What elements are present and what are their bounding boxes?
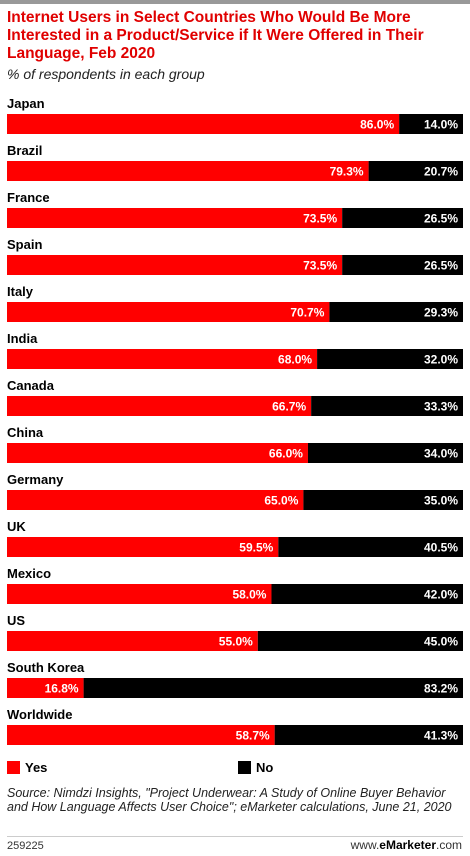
brand-prefix: www. (350, 838, 380, 852)
bar-yes-italy (7, 302, 330, 322)
stacked-bar-chart: Japan 86.0% 14.0% Brazil 79.3% 20.7% France 73.… (7, 96, 463, 745)
chart-id: 259225 (7, 840, 44, 852)
bar-yes-india (7, 349, 318, 369)
bar-yes-us (7, 631, 258, 651)
category-label: Brazil (7, 143, 42, 158)
data-label-no: 14.0% (424, 118, 458, 132)
brand-link[interactable]: www.eMarketer.com (351, 838, 462, 852)
legend-no-swatch (238, 761, 251, 774)
data-label-no: 26.5% (424, 259, 458, 273)
brand-suffix: .com (435, 838, 462, 852)
bar-no-germany (303, 490, 463, 510)
data-label-no: 20.7% (424, 165, 458, 179)
data-label-yes: 79.3% (330, 165, 364, 179)
bar-yes-canada (7, 396, 312, 416)
data-label-yes: 59.5% (239, 541, 273, 555)
category-label: France (7, 190, 50, 205)
data-label-no: 26.5% (424, 212, 458, 226)
bar-no-mexico (271, 584, 463, 604)
data-label-yes: 16.8% (45, 682, 79, 696)
brand-name: eMarketer (379, 838, 436, 852)
category-label: Worldwide (7, 707, 72, 722)
bar-no-italy (329, 302, 463, 322)
bar-yes-uk (7, 537, 279, 557)
data-label-no: 29.3% (424, 306, 458, 320)
data-label-no: 40.5% (424, 541, 458, 555)
data-label-no: 83.2% (424, 682, 458, 696)
data-label-yes: 73.5% (303, 259, 337, 273)
data-label-no: 41.3% (424, 729, 458, 743)
bar-no-brazil (368, 161, 463, 181)
source-note: Source: Nimdzi Insights, "Project Underw… (7, 786, 452, 814)
category-label: Spain (7, 237, 42, 252)
data-label-yes: 58.0% (232, 588, 266, 602)
bar-no-uk (278, 537, 463, 557)
data-label-yes: 66.0% (269, 447, 303, 461)
legend-no: No (238, 760, 273, 775)
bar-no-china (307, 443, 463, 463)
data-label-yes: 70.7% (290, 306, 324, 320)
bar-no-spain (342, 255, 463, 275)
data-label-no: 34.0% (424, 447, 458, 461)
legend-no-label: No (256, 760, 274, 775)
chart-title: Internet Users in Select Countries Who W… (7, 9, 424, 62)
data-label-no: 32.0% (424, 353, 458, 367)
data-label-yes: 58.7% (236, 729, 270, 743)
legend-yes-label: Yes (25, 760, 48, 775)
bar-yes-worldwide (7, 725, 275, 745)
category-label: South Korea (7, 660, 85, 675)
bar-no-us (257, 631, 463, 651)
footer-divider (7, 836, 463, 837)
category-label: India (7, 331, 38, 346)
category-label: Mexico (7, 566, 51, 581)
bar-yes-mexico (7, 584, 272, 604)
category-label: Japan (7, 96, 45, 111)
chart-subtitle: % of respondents in each group (7, 66, 205, 82)
data-label-no: 35.0% (424, 494, 458, 508)
bar-no-india (317, 349, 463, 369)
data-label-yes: 65.0% (264, 494, 298, 508)
data-label-yes: 55.0% (219, 635, 253, 649)
data-label-no: 42.0% (424, 588, 458, 602)
data-label-no: 45.0% (424, 635, 458, 649)
bar-yes-spain (7, 255, 343, 275)
bar-no-worldwide (274, 725, 463, 745)
data-label-no: 33.3% (424, 400, 458, 414)
category-label: UK (7, 519, 26, 534)
category-label: US (7, 613, 25, 628)
bar-yes-south-korea (7, 678, 84, 698)
bar-yes-china (7, 443, 308, 463)
legend-yes-swatch (7, 761, 20, 774)
category-label: Canada (7, 378, 55, 393)
top-rule (0, 0, 470, 4)
bar-yes-france (7, 208, 343, 228)
data-label-yes: 73.5% (303, 212, 337, 226)
bar-yes-japan (7, 114, 400, 134)
bar-no-canada (311, 396, 463, 416)
legend-yes: Yes (7, 760, 47, 775)
category-label: Germany (7, 472, 64, 487)
bar-no-south-korea (83, 678, 463, 698)
category-label: China (7, 425, 44, 440)
category-label: Italy (7, 284, 34, 299)
data-label-yes: 66.7% (272, 400, 306, 414)
bar-no-france (342, 208, 463, 228)
bar-no-japan (399, 114, 463, 134)
data-label-yes: 68.0% (278, 353, 312, 367)
data-label-yes: 86.0% (360, 118, 394, 132)
bar-yes-brazil (7, 161, 369, 181)
bar-yes-germany (7, 490, 304, 510)
